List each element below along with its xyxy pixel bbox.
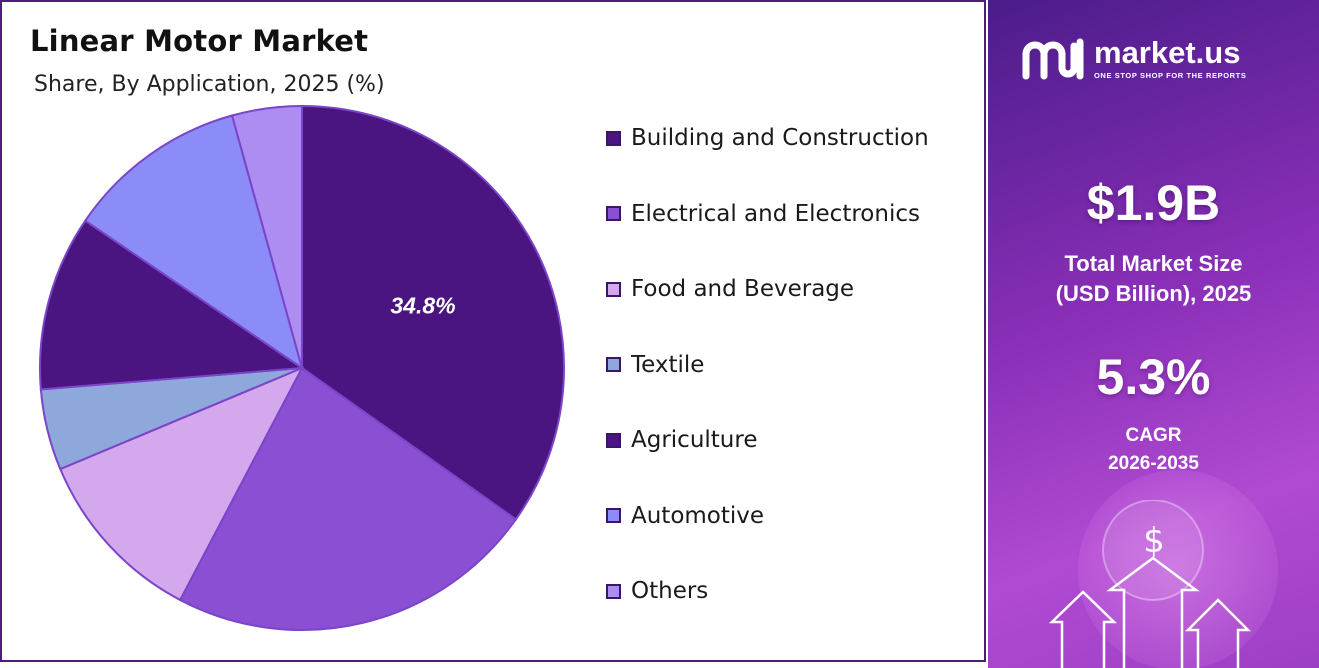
legend-swatch [606,206,621,221]
pie-slice-electrical-and-electronics [178,366,518,631]
pie-data-label: 34.8% [390,292,455,318]
legend-label: Others [631,578,709,604]
legend-item: Automotive [606,500,986,532]
chart-title: Linear Motor Market [30,24,369,58]
market-size-unit: (USD Billion), 2025 [1055,281,1252,306]
legend-label: Agriculture [631,427,758,453]
market-size-value: $1.9B [1086,175,1221,231]
legend-item: Electrical and Electronics [606,198,986,230]
chart-card: Linear Motor Market Share, By Applicatio… [0,0,986,662]
pie-chart: 34.8% [39,104,565,631]
legend-label: Food and Beverage [631,276,855,302]
growth-arrows-icon: $ [1048,500,1252,668]
panel-glow [1078,470,1278,668]
pie-slice-food-and-beverage [58,366,305,602]
market-us-logo-icon [1022,38,1084,80]
pie-slice-automotive [83,114,304,371]
legend-label: Textile [631,351,705,378]
brand-name: market.us [1094,34,1241,70]
brand-logo: market.us ONE STOP SHOP FOR THE REPORTS [1020,36,1246,80]
cagr-value: 5.3% [1096,349,1211,405]
legend-item: Building and Construction [606,122,986,154]
legend-swatch [606,583,621,599]
legend-swatch [606,357,621,372]
market-size-label: Total Market Size [1064,251,1243,276]
dollar-sign-icon: $ [1143,521,1165,561]
legend-label: Automotive [631,502,765,529]
legend-label: Electrical and Electronics [631,200,920,227]
summary-panel: market.us ONE STOP SHOP FOR THE REPORTS … [988,0,1319,668]
legend-swatch [606,130,621,146]
legend-swatch [606,508,621,523]
legend-swatch [606,432,621,448]
pie-slice-building-and-construction [301,104,565,521]
legend-label: Building and Construction [631,125,929,151]
legend-item: Food and Beverage [606,273,986,305]
legend-swatch [606,281,621,297]
pie-slice-others [230,104,303,369]
legend-item: Textile [606,349,986,381]
cagr-label: CAGR [1125,425,1182,446]
legend-item: Agriculture [606,424,986,456]
pie-slice-agriculture [39,219,305,391]
chart-subtitle: Share, By Application, 2025 (%) [34,72,385,97]
cagr-period: 2026-2035 [1108,453,1199,474]
legend-item: Others [606,575,986,607]
brand-tagline: ONE STOP SHOP FOR THE REPORTS [1094,70,1247,80]
